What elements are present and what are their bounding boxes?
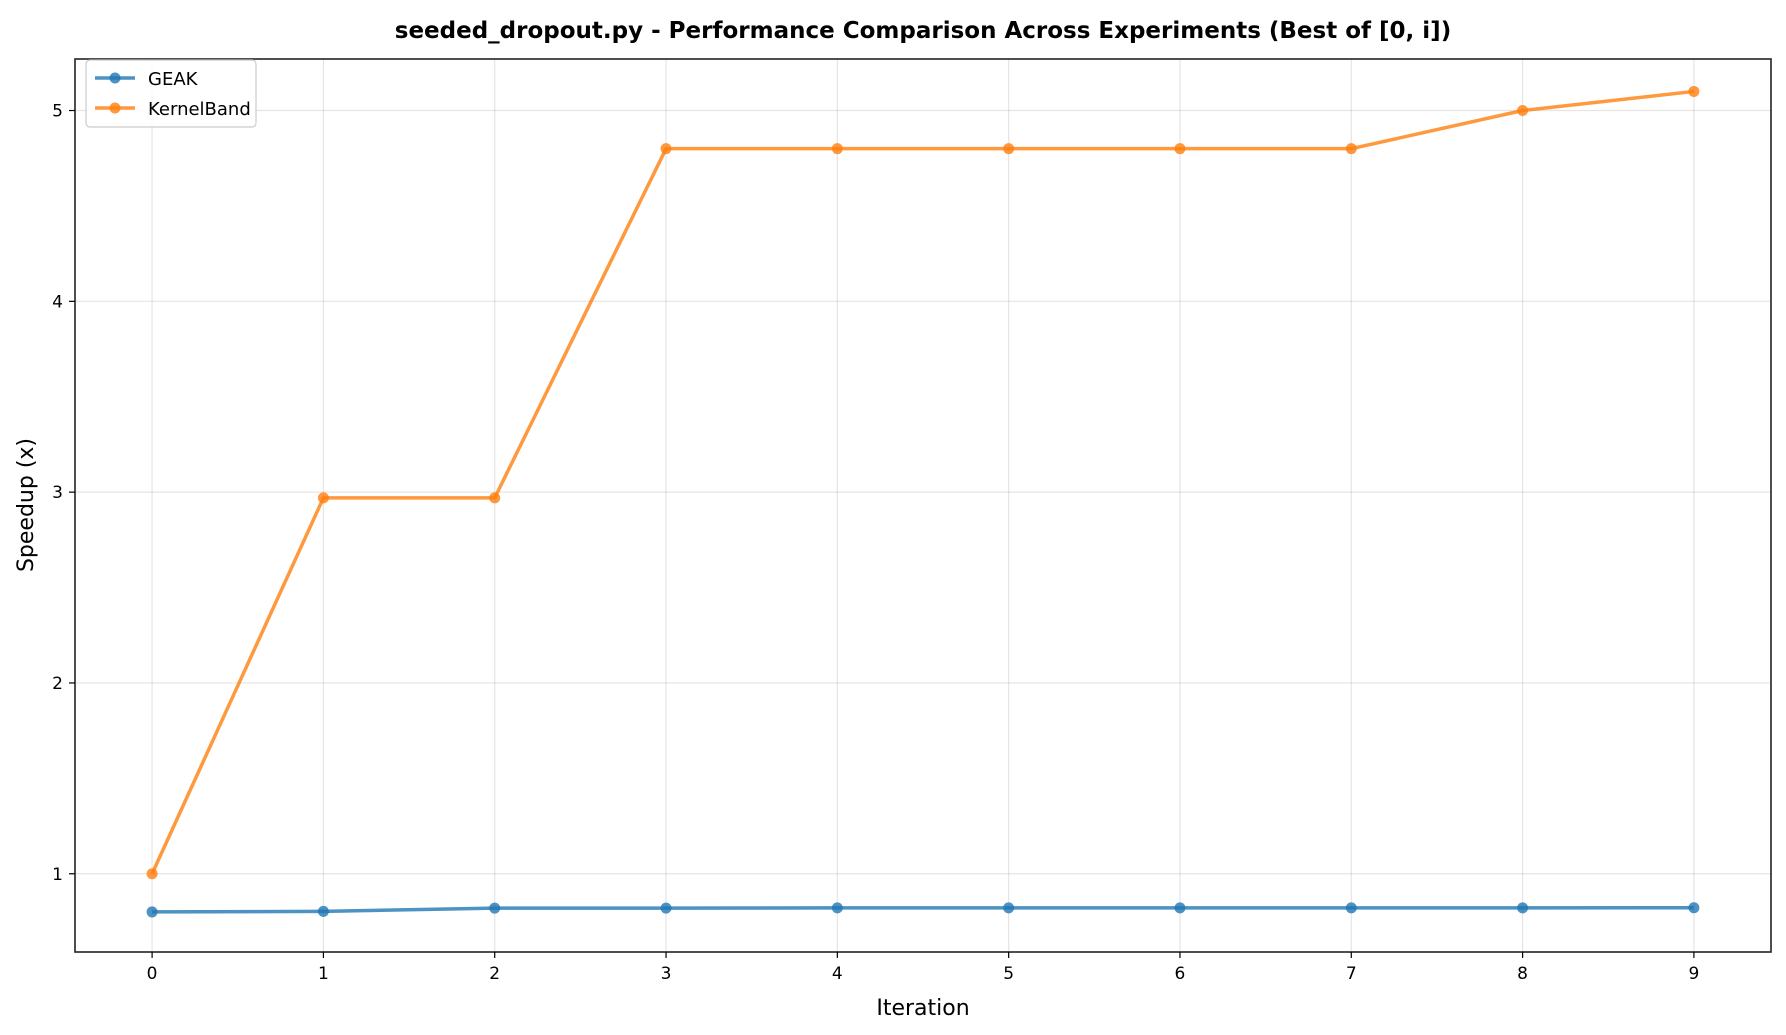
kernelband-data-point	[660, 143, 672, 155]
y-axis-label: Speedup (x)	[14, 438, 39, 572]
geak-data-point	[831, 902, 843, 914]
x-tick-label: 9	[1688, 964, 1699, 984]
plot-frame	[74, 58, 1772, 953]
y-tick-label: 3	[52, 483, 63, 503]
x-tick-label: 2	[489, 964, 500, 984]
y-tick-label: 4	[52, 292, 63, 312]
y-tick-label: 2	[52, 674, 63, 694]
legend-geak-label: GEAK	[148, 69, 199, 90]
legend: GEAK KernelBand	[85, 59, 257, 128]
geak-data-point	[489, 902, 501, 914]
ticks: 0 1 2 3 4 5 6 7 8 9 1 2 3 4 5	[52, 102, 1699, 984]
legend-geak-marker	[109, 72, 121, 84]
kernelband-data-point	[489, 492, 501, 504]
geak-series-line	[152, 905, 1694, 914]
x-tick-label: 8	[1517, 964, 1528, 984]
x-tick-label: 7	[1346, 964, 1357, 984]
x-tick-label: 0	[147, 964, 158, 984]
kernelband-data-point	[1688, 85, 1700, 97]
chart-title: seeded_dropout.py - Performance Comparis…	[395, 18, 1451, 44]
kernelband-series-line	[150, 89, 1695, 875]
geak-data-point	[146, 906, 158, 918]
kernelband-data-point	[317, 492, 329, 504]
kernelband-data-point	[1517, 105, 1529, 117]
geak-data-point	[1517, 902, 1529, 914]
x-axis-label: Iteration	[876, 996, 969, 1021]
geak-data-point	[317, 905, 329, 917]
x-tick-label: 5	[1003, 964, 1014, 984]
x-tick-label: 4	[832, 964, 843, 984]
geak-data-point	[660, 902, 672, 914]
series-layer	[146, 85, 1700, 918]
kernelband-data-point	[831, 143, 843, 155]
kernelband-data-point	[1345, 143, 1357, 155]
x-tick-label: 6	[1175, 964, 1186, 984]
kernelband-data-point	[146, 868, 158, 880]
x-tick-label: 3	[661, 964, 672, 984]
grid	[75, 59, 1771, 952]
y-tick-label: 1	[52, 865, 63, 885]
geak-data-point	[1174, 902, 1186, 914]
geak-data-point	[1003, 902, 1015, 914]
geak-data-point	[1688, 902, 1700, 914]
kernelband-data-point	[1003, 143, 1015, 155]
legend-kernelband-marker	[109, 102, 121, 114]
x-tick-label: 1	[318, 964, 329, 984]
kernelband-data-point	[1174, 143, 1186, 155]
legend-kernelband-label: KernelBand	[148, 99, 251, 120]
y-tick-label: 5	[52, 102, 63, 122]
geak-data-point	[1345, 902, 1357, 914]
